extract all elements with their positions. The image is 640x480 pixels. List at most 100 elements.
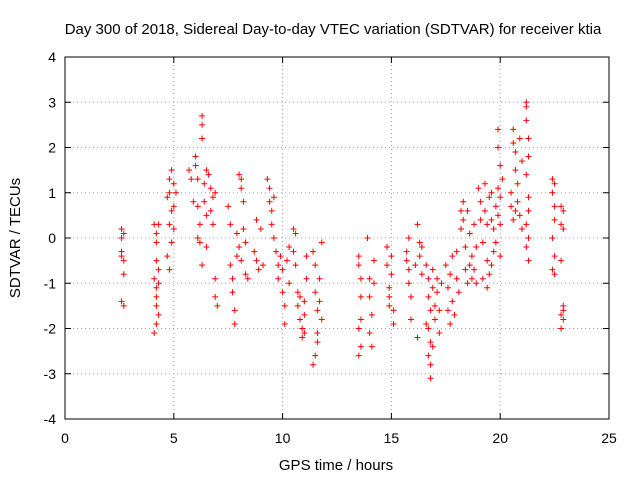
chart-title: Day 300 of 2018, Sidereal Day-to-day VTE…: [65, 21, 602, 38]
data-point: [301, 298, 308, 305]
data-point: [523, 244, 530, 251]
data-point: [512, 167, 519, 174]
data-point: [229, 289, 236, 296]
y-tick-label: -3: [44, 366, 57, 382]
data-point: [190, 198, 197, 205]
data-point: [390, 320, 397, 327]
data-point: [264, 176, 271, 183]
y-tick-label: 1: [48, 185, 56, 201]
data-point: [355, 352, 362, 359]
data-point: [312, 262, 319, 269]
data-point: [153, 302, 160, 309]
data-point: [425, 275, 432, 282]
data-point: [199, 262, 206, 269]
data-point: [497, 194, 504, 201]
data-point: [525, 153, 532, 160]
data-point: [438, 280, 445, 287]
data-point: [268, 221, 275, 228]
data-point: [514, 180, 521, 187]
data-point: [227, 221, 234, 228]
data-point: [314, 339, 321, 346]
data-point: [425, 325, 432, 332]
data-point: [427, 307, 434, 314]
data-point: [549, 266, 556, 273]
data-point: [551, 180, 558, 187]
data-point: [207, 207, 214, 214]
data-point: [153, 293, 160, 300]
data-point: [427, 339, 434, 346]
data-point: [403, 257, 410, 264]
data-point: [462, 244, 469, 251]
data-point: [242, 239, 249, 246]
axis-ticks: 0 5 10 15 20 25 -4 -3 -2 -1 0 1 2 3 4: [44, 49, 617, 446]
data-point: [303, 253, 310, 260]
data-point: [297, 293, 304, 300]
data-point: [310, 248, 317, 255]
data-point: [233, 230, 240, 237]
data-point: [549, 176, 556, 183]
data-point: [449, 298, 456, 305]
data-point: [495, 144, 502, 151]
data-point: [357, 293, 364, 300]
data-point: [168, 167, 175, 174]
data-point: [368, 343, 375, 350]
grid-lines: [65, 57, 609, 419]
data-point: [481, 180, 488, 187]
data-point: [479, 275, 486, 282]
data-point: [294, 302, 301, 309]
data-point: [466, 230, 473, 237]
data-point: [551, 253, 558, 260]
data-point: [194, 203, 201, 210]
data-point: [453, 248, 460, 255]
data-point: [431, 316, 438, 323]
data-point: [512, 207, 519, 214]
y-tick-label: 2: [48, 140, 56, 156]
data-point: [312, 289, 319, 296]
data-point: [155, 311, 162, 318]
data-point: [314, 330, 321, 337]
data-point: [236, 244, 243, 251]
data-point: [316, 298, 323, 305]
data-point: [153, 320, 160, 327]
data-point: [209, 194, 216, 201]
x-tick-label: 15: [384, 430, 400, 446]
data-point: [153, 257, 160, 264]
data-point: [366, 275, 373, 282]
data-point: [286, 244, 293, 251]
data-point: [170, 180, 177, 187]
data-point: [292, 262, 299, 269]
data-point: [155, 266, 162, 273]
data-point: [468, 253, 475, 260]
data-point: [484, 284, 491, 291]
data-point: [251, 248, 258, 255]
data-point: [151, 275, 158, 282]
data-point: [386, 302, 393, 309]
data-point: [212, 293, 219, 300]
data-point: [516, 135, 523, 142]
data-point: [436, 307, 443, 314]
data-point: [405, 266, 412, 273]
data-point: [225, 203, 232, 210]
data-point: [194, 176, 201, 183]
data-point: [357, 275, 364, 282]
data-point: [464, 207, 471, 214]
data-point: [444, 284, 451, 291]
data-point: [233, 253, 240, 260]
data-point: [405, 235, 412, 241]
data-point: [416, 253, 423, 260]
data-point: [497, 221, 504, 228]
data-point: [525, 194, 532, 201]
data-point: [466, 262, 473, 269]
data-point: [486, 271, 493, 278]
data-point: [525, 257, 532, 264]
data-point: [236, 171, 243, 178]
data-point: [260, 262, 267, 269]
data-point: [386, 293, 393, 300]
data-point: [203, 212, 210, 219]
data-point: [475, 185, 482, 192]
data-point: [481, 207, 488, 214]
data-point: [462, 266, 469, 273]
data-point: [199, 112, 206, 119]
